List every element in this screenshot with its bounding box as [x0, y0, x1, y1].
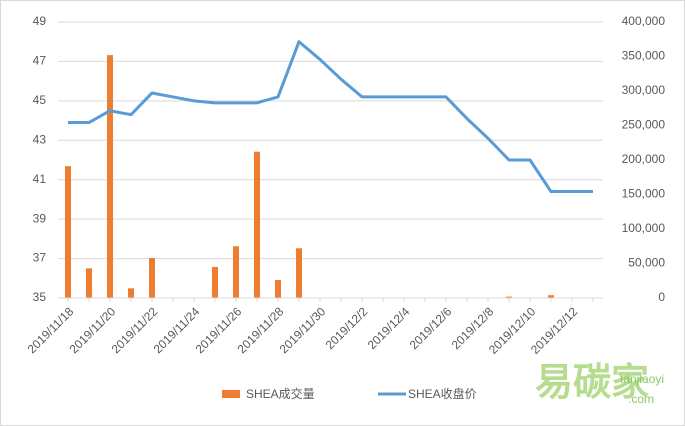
- watermark-domain: .com: [628, 392, 654, 406]
- y2-tick-label: 100,000: [622, 221, 666, 235]
- y-tick-label: 37: [33, 251, 47, 265]
- y-tick-label: 43: [33, 132, 47, 146]
- y2-tick-label: 50,000: [628, 256, 665, 270]
- line: [68, 40, 593, 194]
- bar: [254, 151, 260, 298]
- bar: [548, 295, 554, 298]
- y2-tick-label: 400,000: [622, 14, 666, 28]
- y2-tick-label: 200,000: [622, 152, 666, 166]
- bar: [275, 280, 281, 298]
- y-tick-label: 39: [33, 211, 47, 225]
- bar: [107, 55, 113, 299]
- bar: [86, 268, 92, 298]
- y-tick-label: 45: [33, 93, 47, 107]
- y-tick-label: 47: [33, 54, 47, 68]
- legend-label: SHEA成交量: [246, 386, 315, 401]
- legend-swatch: [222, 390, 240, 398]
- bar: [128, 288, 134, 298]
- y2-tick-label: 350,000: [622, 49, 666, 63]
- y-tick-label: 35: [33, 290, 47, 304]
- y2-tick-label: 300,000: [622, 83, 666, 97]
- bar: [233, 246, 239, 298]
- y2-tick-label: 0: [658, 290, 665, 304]
- bar: [506, 296, 512, 298]
- y-tick-label: 49: [33, 14, 47, 28]
- bar: [212, 266, 218, 298]
- y2-tick-label: 250,000: [622, 118, 666, 132]
- legend-label: SHEA收盘价: [408, 386, 477, 401]
- watermark-main: 易碳家: [535, 362, 649, 404]
- bar: [149, 257, 155, 298]
- bar: [65, 166, 71, 298]
- y2-tick-label: 150,000: [622, 187, 666, 201]
- y-tick-label: 41: [33, 172, 47, 186]
- watermark-site: tanjiaoyi: [620, 372, 664, 386]
- bar: [296, 248, 302, 298]
